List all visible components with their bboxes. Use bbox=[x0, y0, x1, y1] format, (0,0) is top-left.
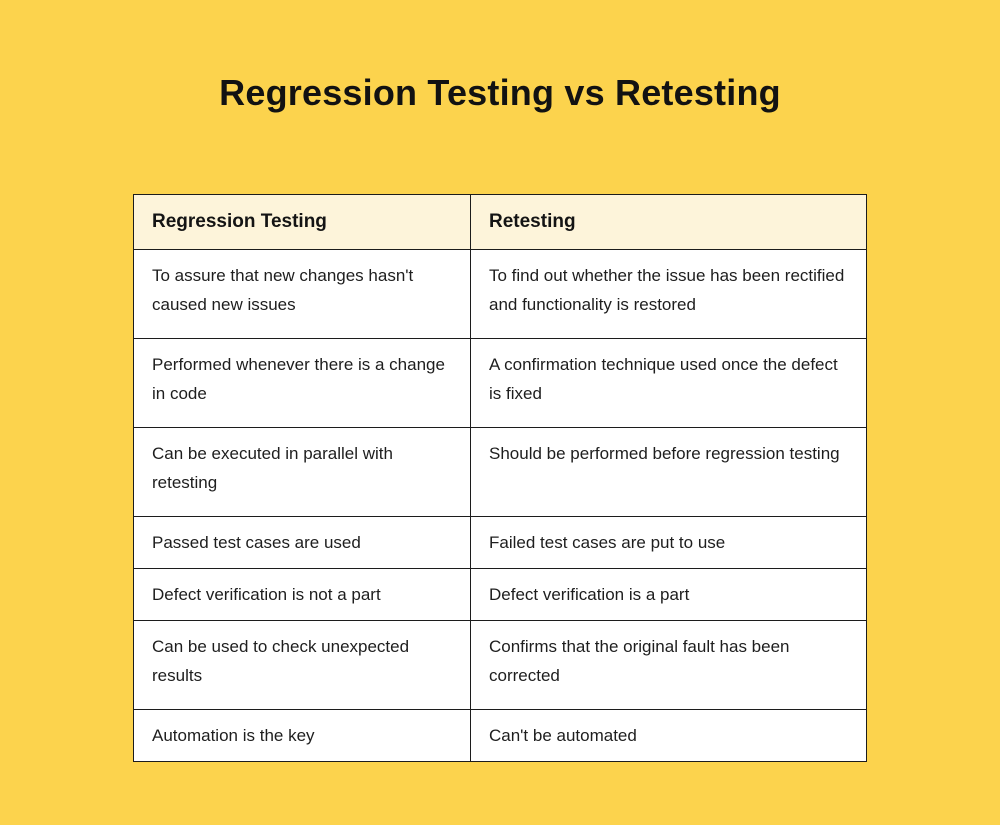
table-cell: Passed test cases are used bbox=[133, 516, 471, 569]
table-row: Can be used to check unexpected results … bbox=[133, 620, 867, 710]
table-cell: Can't be automated bbox=[470, 709, 867, 762]
table-row: Can be executed in parallel with retesti… bbox=[133, 427, 867, 517]
table-cell: Defect verification is not a part bbox=[133, 568, 471, 621]
table-cell: Can be executed in parallel with retesti… bbox=[133, 427, 471, 517]
column-header-retesting: Retesting bbox=[470, 194, 867, 250]
table-cell: Defect verification is a part bbox=[470, 568, 867, 621]
table-row: Defect verification is not a part Defect… bbox=[133, 568, 867, 621]
table-row: Automation is the key Can't be automated bbox=[133, 709, 867, 762]
column-header-regression-testing: Regression Testing bbox=[133, 194, 471, 250]
table-row: Performed whenever there is a change in … bbox=[133, 338, 867, 428]
table-header-row: Regression Testing Retesting bbox=[133, 194, 867, 250]
page-title: Regression Testing vs Retesting bbox=[219, 72, 781, 113]
table-cell: Can be used to check unexpected results bbox=[133, 620, 471, 710]
table-cell: Failed test cases are put to use bbox=[470, 516, 867, 569]
table-cell: Should be performed before regression te… bbox=[470, 427, 867, 517]
table-cell: Performed whenever there is a change in … bbox=[133, 338, 471, 428]
table-row: Passed test cases are used Failed test c… bbox=[133, 516, 867, 569]
comparison-table: Regression Testing Retesting To assure t… bbox=[133, 194, 867, 762]
table-cell: To find out whether the issue has been r… bbox=[470, 249, 867, 339]
table-cell: A confirmation technique used once the d… bbox=[470, 338, 867, 428]
table-cell: To assure that new changes hasn't caused… bbox=[133, 249, 471, 339]
table-row: To assure that new changes hasn't caused… bbox=[133, 249, 867, 339]
table-cell: Confirms that the original fault has bee… bbox=[470, 620, 867, 710]
table-cell: Automation is the key bbox=[133, 709, 471, 762]
